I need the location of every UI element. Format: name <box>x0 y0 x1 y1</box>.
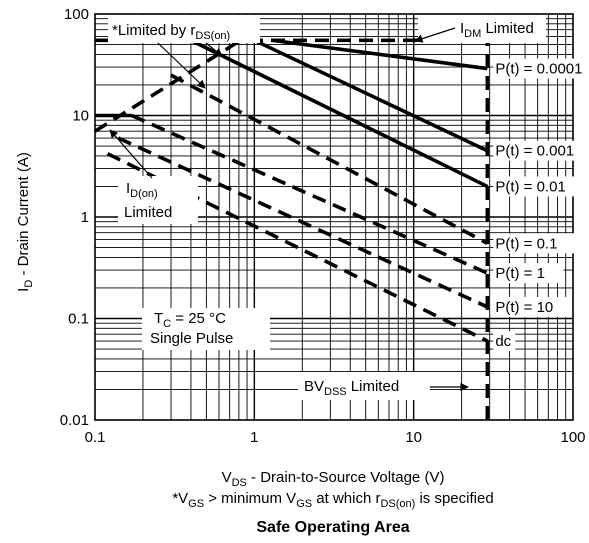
rds-arrow-1 <box>157 42 206 89</box>
id-on-annotation-bg <box>118 176 198 224</box>
series-label: P(t) = 0.1 <box>495 235 557 252</box>
y-tick-label: 1 <box>81 209 89 226</box>
x-tick-label: 10 <box>405 429 422 446</box>
y-axis-label: ID - Drain Current (A) <box>15 152 35 292</box>
id-on-arrow <box>109 129 153 179</box>
limit-lines <box>94 38 490 420</box>
series-label-bg <box>493 140 589 161</box>
x-tick-label: 0.1 <box>85 429 106 446</box>
y-tick-label: 10 <box>72 108 89 125</box>
series-label: P(t) = 10 <box>495 299 553 316</box>
series-label: P(t) = 0.001 <box>495 143 574 160</box>
series-label-bg <box>493 233 580 254</box>
rds-arrow-2 <box>205 42 223 57</box>
id-on-annotation: ID(on) <box>126 180 158 200</box>
idm-limit-annotation: IDM Limited <box>460 20 534 40</box>
y-tick-label: 0.01 <box>60 412 89 429</box>
tc-annotation: TC = 25 °C <box>154 310 226 330</box>
series-label-bg <box>493 58 589 79</box>
rds-limit-annotation: *Limited by rDS(on) <box>112 22 230 42</box>
y-tick-label: 100 <box>64 6 89 23</box>
idm-annotation-bg <box>418 15 546 43</box>
series-line <box>117 136 489 309</box>
series-line <box>253 38 489 153</box>
tc-annotation-line2: Single Pulse <box>150 330 233 347</box>
series-label-bg <box>493 263 564 284</box>
footnote: *VGS > minimum VGS at which rDS(on) is s… <box>172 490 493 510</box>
tc-annotation-bg <box>142 308 270 350</box>
bvdss-annotation-bg <box>298 372 430 400</box>
series-line <box>170 73 489 245</box>
series-label: P(t) = 0.0001 <box>495 61 582 78</box>
x-axis-label: VDS - Drain-to-Source Voltage (V) <box>222 469 445 489</box>
series-label: P(t) = 0.01 <box>495 178 565 195</box>
id-on-annotation-line2: Limited <box>124 204 172 221</box>
series-label: dc <box>495 333 511 350</box>
plot-frame <box>94 13 574 421</box>
series-labels: P(t) = 0.0001 P(t) = 0.001 P(t) = 0.01 P(t)… <box>493 58 589 352</box>
series-label-bg <box>493 331 516 352</box>
series-line <box>190 38 489 189</box>
x-tick-label: 100 <box>560 429 585 446</box>
series-line <box>272 38 488 71</box>
rds-annotation-bg <box>108 15 260 43</box>
bvdss-annotation: BVDSS Limited <box>304 378 399 398</box>
chart-title: Safe Operating Area <box>256 519 409 536</box>
series-label-bg <box>493 176 588 197</box>
idm-arrow <box>414 27 456 43</box>
y-tick-label: 0.1 <box>68 311 89 328</box>
x-tick-label: 1 <box>250 429 258 446</box>
series-label: P(t) = 1 <box>495 265 545 282</box>
series-label-bg <box>493 296 572 317</box>
